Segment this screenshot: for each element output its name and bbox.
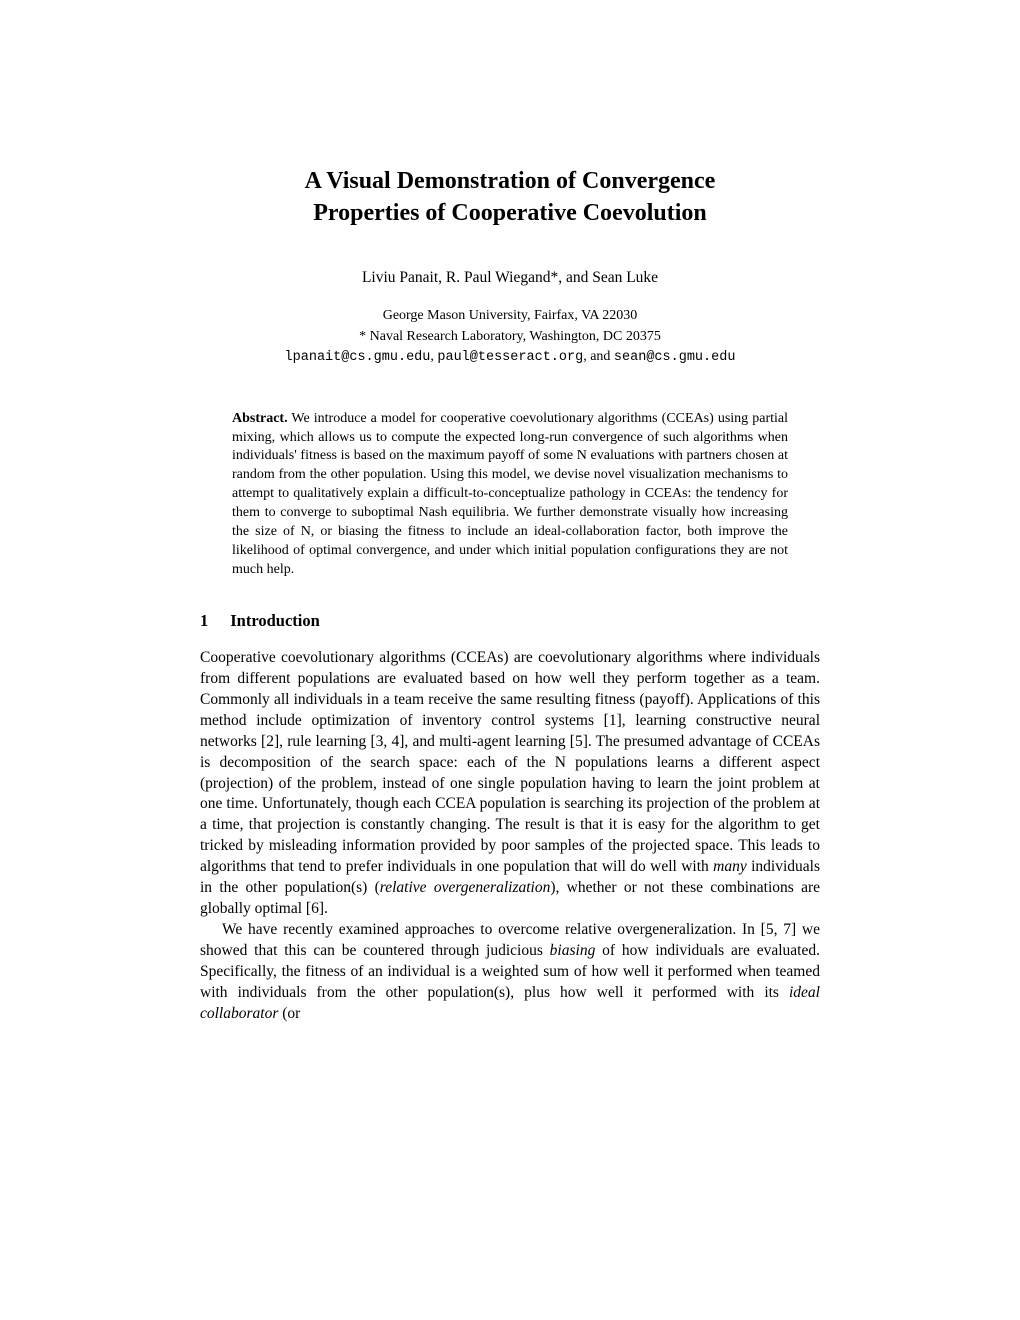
section-1-number: 1: [200, 610, 208, 632]
abstract-label: Abstract.: [232, 411, 288, 426]
title-line-2: Properties of Cooperative Coevolution: [313, 200, 706, 226]
paper-page: A Visual Demonstration of Convergence Pr…: [0, 0, 1020, 1125]
paper-title: A Visual Demonstration of Convergence Pr…: [200, 165, 820, 230]
email-separator-2: , and: [583, 349, 614, 364]
affiliation-1: George Mason University, Fairfax, VA 220…: [200, 307, 820, 326]
author-list: Liviu Panait, R. Paul Wiegand*, and Sean…: [200, 268, 820, 289]
section-1-title: Introduction: [230, 611, 320, 630]
email-1: lpanait@cs.gmu.edu: [285, 350, 431, 365]
para1-text-1: Cooperative coevolutionary algorithms (C…: [200, 649, 820, 875]
author-emails: lpanait@cs.gmu.edu, paul@tesseract.org, …: [200, 348, 820, 367]
paragraph-1: Cooperative coevolutionary algorithms (C…: [200, 648, 820, 920]
paragraph-2: We have recently examined approaches to …: [200, 920, 820, 1025]
email-3: sean@cs.gmu.edu: [614, 350, 736, 365]
section-1-body: Cooperative coevolutionary algorithms (C…: [200, 648, 820, 1025]
para2-text-3: (or: [278, 1005, 300, 1022]
para2-italic-1: biasing: [550, 942, 596, 959]
para1-italic-1: many: [713, 858, 747, 875]
title-line-1: A Visual Demonstration of Convergence: [305, 168, 716, 194]
section-1-heading: 1 Introduction: [200, 610, 820, 632]
abstract-text: We introduce a model for cooperative coe…: [232, 411, 788, 577]
affiliation-2: * Naval Research Laboratory, Washington,…: [200, 328, 820, 347]
para1-italic-2: relative overgeneralization: [380, 879, 551, 896]
email-2: paul@tesseract.org: [437, 350, 583, 365]
abstract-block: Abstract. We introduce a model for coope…: [232, 410, 788, 580]
